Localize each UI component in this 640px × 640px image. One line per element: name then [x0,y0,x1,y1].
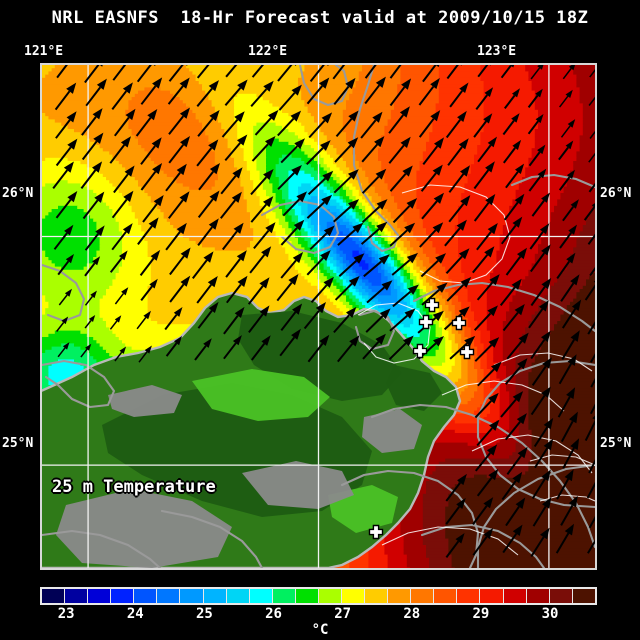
lat-label-26n-left: 26°N [2,186,34,201]
station-marker [424,297,440,313]
colorbar-swatch [365,589,389,603]
colorbar-swatch [572,589,595,603]
lat-lon-gridlines [42,65,595,568]
colorbar-tick-label: 24 [126,606,144,622]
colorbar-swatch [157,589,181,603]
land-terrain [42,291,462,568]
colorbar-swatch [318,589,343,603]
colorbar-swatch [549,589,573,603]
lat-label-26n-right: 26°N [600,186,632,201]
colorbar-tick-label: 30 [541,606,559,622]
station-marker [418,314,434,330]
colorbar-swatch [342,589,366,603]
current-vectors [52,65,595,558]
colorbar-swatch [65,589,89,603]
page-title: NRL EASNFS 18-Hr Forecast valid at 2009/… [51,8,589,28]
lat-label-25n-right: 25°N [600,436,632,451]
colorbar-swatch [42,589,66,603]
colorbar-swatch [226,589,250,603]
lon-label-122e: 122°E [248,44,288,59]
colorbar-swatch [388,589,412,603]
colorbar-tick-label: 23 [57,606,75,622]
station-marker [451,315,467,331]
colorbar [40,587,597,605]
colorbar-tick-label: 26 [265,606,282,622]
temperature-field-svg [42,65,595,568]
colorbar-swatch [295,589,319,603]
colorbar-swatch [272,589,296,603]
colorbar-swatch [88,589,112,603]
colorbar-swatch [134,589,158,603]
lon-label-121e: 121°E [24,44,64,59]
colorbar-swatch [180,589,204,603]
colorbar-tick-label: 25 [196,606,213,622]
colorbar-swatch [203,589,227,603]
colorbar-swatch [411,589,435,603]
colorbar-swatch [434,589,458,603]
colorbar-units: °C [311,622,329,638]
colorbar-tick-label: 28 [403,606,421,622]
map-canvas[interactable]: 25 m Temperature 20 cm/s [40,63,597,570]
colorbar-tick-label: 29 [472,606,490,622]
colorbar-swatch [249,589,273,603]
lat-label-25n-left: 25°N [2,436,34,451]
colorbar-swatch [457,589,481,603]
colorbar-swatch [526,589,550,603]
lon-label-123e: 123°E [477,44,517,59]
colorbar-swatch [503,589,527,603]
colorbar-swatch [480,589,504,603]
station-marker [368,524,384,540]
colorbar-swatch [111,589,135,603]
colorbar-tick-label: 27 [334,606,352,622]
station-markers [368,297,475,540]
station-marker [412,343,428,359]
station-marker [459,344,475,360]
